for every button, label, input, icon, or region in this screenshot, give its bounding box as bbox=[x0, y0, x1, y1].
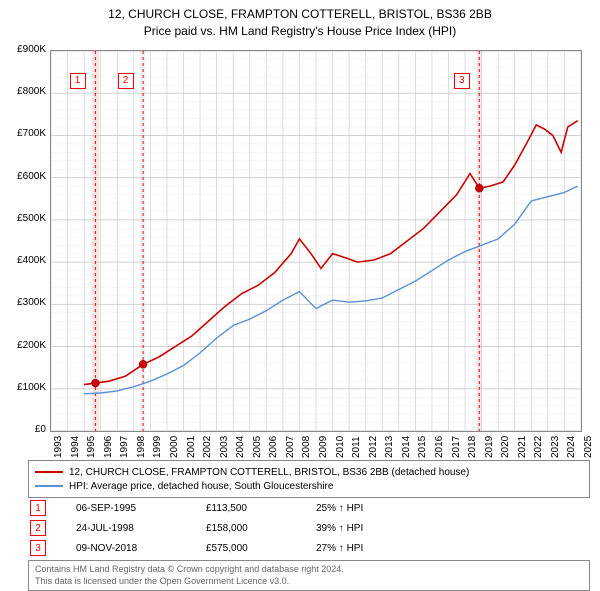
sale-pct: 27% ↑ HPI bbox=[316, 543, 363, 554]
legend-label-property: 12, CHURCH CLOSE, FRAMPTON COTTERELL, BR… bbox=[69, 467, 469, 478]
sale-pct: 39% ↑ HPI bbox=[316, 523, 363, 534]
x-tick-label: 1997 bbox=[119, 436, 130, 458]
y-tick-label: £600K bbox=[4, 171, 46, 182]
sale-price: £158,000 bbox=[206, 523, 316, 534]
plot-svg bbox=[51, 51, 581, 431]
x-tick-label: 2020 bbox=[500, 436, 511, 458]
x-tick-label: 2022 bbox=[533, 436, 544, 458]
y-tick-label: £200K bbox=[4, 340, 46, 351]
sale-pct: 25% ↑ HPI bbox=[316, 503, 363, 514]
x-tick-label: 1998 bbox=[136, 436, 147, 458]
attribution: Contains HM Land Registry data © Crown c… bbox=[28, 560, 590, 591]
sale-row: 1 06-SEP-1995£113,50025% ↑ HPI bbox=[28, 498, 576, 518]
plot-area bbox=[50, 50, 582, 432]
sale-date: 24-JUL-1998 bbox=[76, 523, 206, 534]
y-tick-label: £500K bbox=[4, 213, 46, 224]
sale-row: 3 09-NOV-2018£575,00027% ↑ HPI bbox=[28, 538, 576, 558]
x-tick-label: 2019 bbox=[484, 436, 495, 458]
x-tick-label: 2005 bbox=[252, 436, 263, 458]
chart-container: 12, CHURCH CLOSE, FRAMPTON COTTERELL, BR… bbox=[0, 0, 600, 590]
x-tick-label: 1996 bbox=[103, 436, 114, 458]
x-tick-label: 2008 bbox=[301, 436, 312, 458]
x-tick-label: 2011 bbox=[351, 436, 362, 458]
x-tick-label: 2002 bbox=[202, 436, 213, 458]
x-tick-label: 2000 bbox=[169, 436, 180, 458]
x-tick-label: 2025 bbox=[583, 436, 594, 458]
x-tick-label: 1995 bbox=[86, 436, 97, 458]
x-tick-label: 1994 bbox=[70, 436, 81, 458]
legend-swatch-property bbox=[35, 471, 63, 473]
x-tick-label: 2001 bbox=[186, 436, 197, 458]
x-tick-label: 2016 bbox=[434, 436, 445, 458]
x-tick-label: 2004 bbox=[235, 436, 246, 458]
x-tick-label: 2012 bbox=[368, 436, 379, 458]
x-tick-label: 2018 bbox=[467, 436, 478, 458]
legend-label-hpi: HPI: Average price, detached house, Sout… bbox=[69, 481, 333, 492]
event-marker: 3 bbox=[454, 73, 470, 89]
legend-row-hpi: HPI: Average price, detached house, Sout… bbox=[35, 479, 583, 493]
x-tick-label: 2007 bbox=[285, 436, 296, 458]
event-marker: 1 bbox=[70, 73, 86, 89]
y-tick-label: £900K bbox=[4, 44, 46, 55]
legend: 12, CHURCH CLOSE, FRAMPTON COTTERELL, BR… bbox=[28, 460, 590, 498]
sale-date: 06-SEP-1995 bbox=[76, 503, 206, 514]
attribution-line-2: This data is licensed under the Open Gov… bbox=[35, 576, 289, 586]
x-tick-label: 1999 bbox=[152, 436, 163, 458]
sale-marker: 3 bbox=[30, 540, 46, 556]
x-tick-label: 2021 bbox=[517, 436, 528, 458]
y-tick-label: £300K bbox=[4, 297, 46, 308]
y-tick-label: £100K bbox=[4, 382, 46, 393]
sales-list: 1 06-SEP-1995£113,50025% ↑ HPI 2 24-JUL-199… bbox=[28, 498, 576, 558]
title-line-1: 12, CHURCH CLOSE, FRAMPTON COTTERELL, BR… bbox=[108, 7, 492, 21]
event-marker: 2 bbox=[118, 73, 134, 89]
x-tick-label: 2009 bbox=[318, 436, 329, 458]
y-tick-label: £400K bbox=[4, 255, 46, 266]
x-tick-label: 2003 bbox=[219, 436, 230, 458]
x-tick-label: 2023 bbox=[550, 436, 561, 458]
sale-row: 2 24-JUL-1998£158,00039% ↑ HPI bbox=[28, 518, 576, 538]
x-tick-label: 2017 bbox=[451, 436, 462, 458]
x-tick-label: 2015 bbox=[417, 436, 428, 458]
x-tick-label: 2013 bbox=[384, 436, 395, 458]
x-tick-label: 2006 bbox=[268, 436, 279, 458]
legend-row-property: 12, CHURCH CLOSE, FRAMPTON COTTERELL, BR… bbox=[35, 465, 583, 479]
sale-price: £575,000 bbox=[206, 543, 316, 554]
y-tick-label: £0 bbox=[4, 424, 46, 435]
x-tick-label: 2024 bbox=[566, 436, 577, 458]
y-tick-label: £700K bbox=[4, 128, 46, 139]
chart-title: 12, CHURCH CLOSE, FRAMPTON COTTERELL, BR… bbox=[0, 0, 600, 40]
x-tick-label: 2010 bbox=[335, 436, 346, 458]
sale-date: 09-NOV-2018 bbox=[76, 543, 206, 554]
sale-marker: 2 bbox=[30, 520, 46, 536]
sale-marker: 1 bbox=[30, 500, 46, 516]
sale-price: £113,500 bbox=[206, 503, 316, 514]
attribution-line-1: Contains HM Land Registry data © Crown c… bbox=[35, 564, 344, 574]
x-tick-label: 2014 bbox=[401, 436, 412, 458]
title-line-2: Price paid vs. HM Land Registry's House … bbox=[144, 24, 456, 38]
legend-swatch-hpi bbox=[35, 485, 63, 487]
y-tick-label: £800K bbox=[4, 86, 46, 97]
x-tick-label: 1993 bbox=[53, 436, 64, 458]
